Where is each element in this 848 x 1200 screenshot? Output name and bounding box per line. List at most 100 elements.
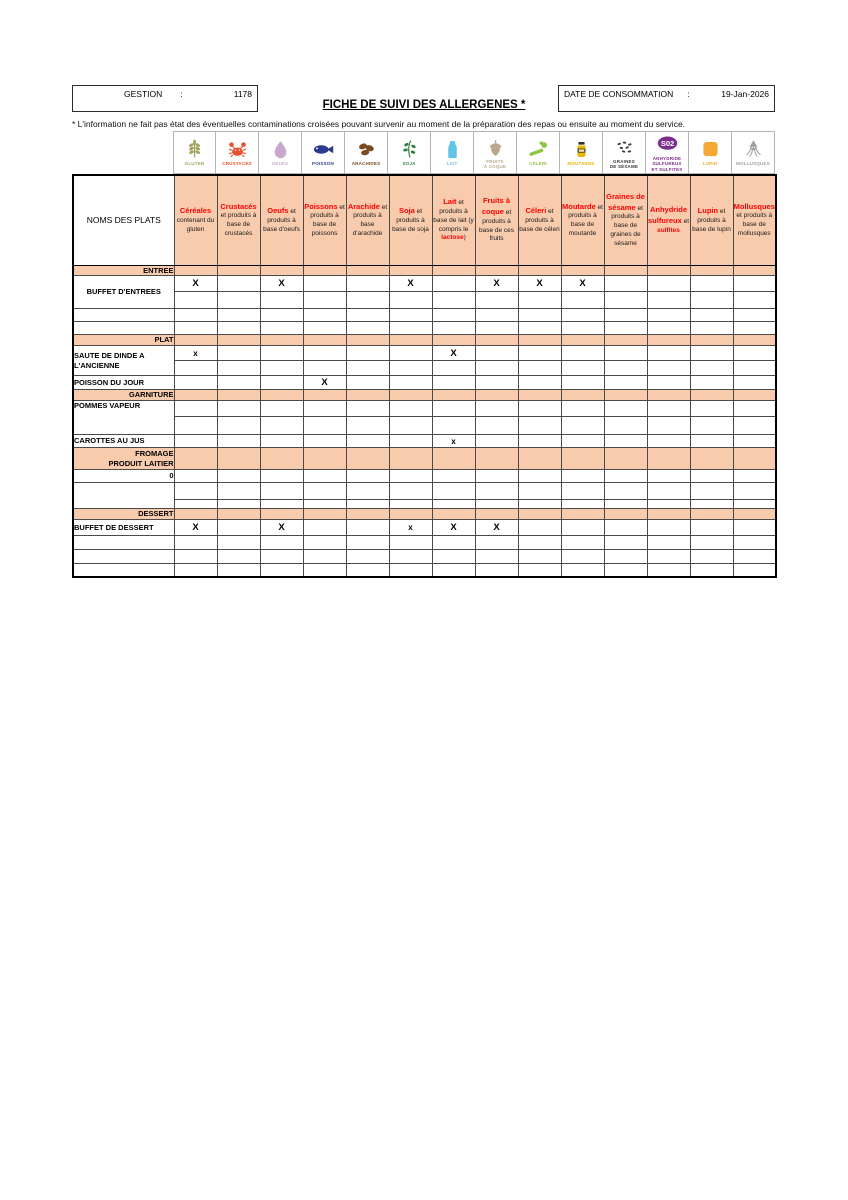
section-cell	[517, 334, 562, 347]
mark-cell-crustaces	[216, 375, 261, 391]
section-cell	[689, 508, 734, 521]
mark-cell-oeufs	[259, 360, 304, 377]
section-cell	[259, 389, 304, 402]
section-cell	[431, 508, 476, 521]
allergen-icon-cell-sulfites: S02 ANHYDRIDE SULFUREUX ET SULFITES	[646, 131, 689, 174]
mark-cell-crustaces	[216, 321, 261, 336]
mark-cell-arachide	[345, 308, 390, 323]
section-label-entree: ENTREE	[72, 264, 175, 277]
section-cell	[173, 508, 218, 521]
mark-cell-celeri	[517, 291, 562, 310]
section-cell	[302, 389, 347, 402]
mark-cell-soja	[388, 549, 433, 565]
mark-cell-poissons	[302, 535, 347, 551]
mark-cell-soja	[388, 360, 433, 377]
gestion-value: 1178	[233, 89, 252, 99]
mark-cell-oeufs	[259, 375, 304, 391]
mark-cell-lait	[431, 549, 476, 565]
dish-row-empty	[72, 549, 777, 565]
mark-cell-moutarde	[560, 360, 605, 377]
section-cell	[216, 264, 261, 277]
mark-cell-oeufs	[259, 416, 304, 436]
mark-cell-oeufs	[259, 308, 304, 323]
section-row-entree: ENTREE	[72, 264, 777, 277]
mark-cell-crustaces	[216, 345, 261, 362]
mark-cell-moutarde	[560, 321, 605, 336]
section-cell	[560, 389, 605, 402]
mark-cell-moutarde	[560, 308, 605, 323]
dish-row-empty	[72, 563, 777, 578]
section-cell	[646, 264, 691, 277]
allergen-icon-cell-lupin: LUPIN	[689, 131, 732, 174]
mark-cell-fruits_a_coque	[474, 434, 519, 449]
gestion-label: GESTION	[124, 89, 163, 99]
mark-cell-lait	[431, 291, 476, 310]
allergen-header-row: NOMS DES PLATS Céréales contenant du glut…	[72, 174, 777, 266]
section-cell	[474, 334, 519, 347]
allergen-icon-cell-fruits_a_coque: FRUITS À COQUE	[474, 131, 517, 174]
mark-cell-celeri	[517, 360, 562, 377]
mark-cell-oeufs	[259, 434, 304, 449]
mark-cell-poissons	[302, 549, 347, 565]
allergen-mark: X	[321, 377, 328, 389]
mark-cell-soja	[388, 469, 433, 484]
section-label-dessert: DESSERT	[72, 508, 175, 521]
mark-cell-soja	[388, 291, 433, 310]
mark-cell-oeufs	[259, 535, 304, 551]
mark-cell-crustaces	[216, 275, 261, 293]
allergen-desc: et produits à base de lait (y compris le	[433, 199, 474, 233]
fruits_a_coque-icon	[484, 136, 507, 159]
mark-cell-cereales	[173, 291, 218, 310]
mark-cell-poissons	[302, 400, 347, 418]
mark-cell-soja: X	[388, 275, 433, 293]
dish-name-cell-empty	[72, 535, 175, 551]
lait-icon	[441, 138, 464, 161]
section-cell	[345, 264, 390, 277]
section-cell	[689, 447, 734, 471]
mark-cell-fruits_a_coque	[474, 563, 519, 578]
section-cell	[388, 447, 433, 471]
mark-cell-sulfites	[646, 345, 691, 362]
mark-cell-moutarde	[560, 400, 605, 418]
mark-cell-crustaces	[216, 434, 261, 449]
mark-cell-lupin	[689, 519, 734, 537]
mark-cell-lait	[431, 416, 476, 436]
section-cell	[259, 264, 304, 277]
mark-cell-sulfites	[646, 499, 691, 510]
mark-cell-soja	[388, 499, 433, 510]
allergen-header-cereales: Céréales contenant du gluten	[173, 174, 218, 266]
mark-cell-sulfites	[646, 535, 691, 551]
mark-cell-sesame	[603, 563, 648, 578]
mark-cell-lupin	[689, 563, 734, 578]
allergen-desc: et produits à base de poissons	[310, 203, 345, 238]
mark-cell-lait	[431, 308, 476, 323]
lupin-icon	[699, 138, 722, 161]
mark-cell-poissons	[302, 563, 347, 578]
mark-cell-sulfites	[646, 375, 691, 391]
mark-cell-moutarde	[560, 434, 605, 449]
section-cell	[689, 389, 734, 402]
dish-name-cell-buffet-entrees: BUFFET D'ENTREES	[72, 275, 175, 310]
mark-cell-cereales	[173, 499, 218, 510]
mark-cell-lupin	[689, 360, 734, 377]
mark-cell-crustaces	[216, 416, 261, 436]
mark-cell-cereales: x	[173, 345, 218, 362]
section-cell	[732, 334, 777, 347]
mark-cell-moutarde	[560, 499, 605, 510]
mark-cell-arachide	[345, 321, 390, 336]
section-cell	[431, 389, 476, 402]
mark-cell-soja	[388, 535, 433, 551]
mark-cell-soja	[388, 416, 433, 436]
mark-cell-fruits_a_coque	[474, 549, 519, 565]
mark-cell-lait	[431, 482, 476, 501]
mark-cell-lait	[431, 400, 476, 418]
mark-cell-celeri	[517, 308, 562, 323]
mark-cell-arachide	[345, 416, 390, 436]
mark-cell-lait	[431, 499, 476, 510]
allergen-desc: et produits à base de lupin	[692, 208, 731, 233]
allergen-icon-label: LUPIN	[702, 161, 718, 167]
section-cell	[173, 334, 218, 347]
mark-cell-sesame	[603, 400, 648, 418]
mark-cell-sesame	[603, 416, 648, 436]
mark-cell-lait	[431, 275, 476, 293]
